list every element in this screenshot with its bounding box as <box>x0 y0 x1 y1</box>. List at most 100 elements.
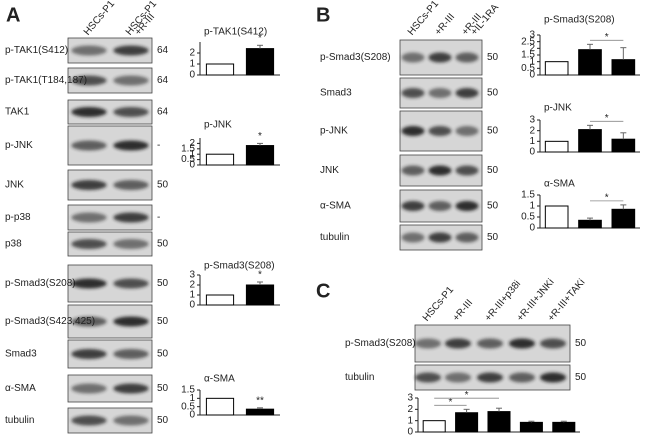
blot-band <box>455 165 479 176</box>
row-label: p-Smad3(S423,425) <box>5 316 95 327</box>
blot-band <box>428 52 452 63</box>
y-tick-label: 1 <box>189 149 195 160</box>
blot-band <box>428 165 452 176</box>
blot-band <box>113 278 149 289</box>
mw-marker: 50 <box>487 165 499 176</box>
blot-band <box>428 126 452 136</box>
y-tick-label: 0.5 <box>521 212 535 223</box>
bar <box>205 153 235 166</box>
row-label: tubulin <box>345 372 374 383</box>
mw-marker: 50 <box>157 349 169 360</box>
blot-band <box>71 180 107 190</box>
y-tick-label: 1.5 <box>521 190 535 201</box>
blot-band <box>71 107 107 117</box>
significance: * <box>258 33 262 44</box>
row-label: JNK <box>5 180 24 191</box>
blot-band <box>113 239 149 249</box>
blot-band <box>71 75 107 86</box>
y-tick-label: 0 <box>529 147 535 158</box>
blot-band <box>401 232 425 243</box>
blot-band <box>476 372 504 383</box>
blot-band <box>71 212 107 223</box>
blot-band <box>113 107 149 117</box>
bar <box>245 284 275 306</box>
panel-letter: B <box>316 4 330 26</box>
bar <box>544 205 569 229</box>
bar <box>544 140 569 153</box>
row-label: p-JNK <box>5 140 33 151</box>
bar <box>245 408 275 416</box>
blot-band <box>444 338 472 349</box>
mw-marker: 50 <box>157 239 169 250</box>
y-tick-label: 2 <box>189 280 195 291</box>
y-tick-label: 0 <box>189 160 195 171</box>
mw-marker: 64 <box>157 107 169 118</box>
blot-band <box>508 338 536 349</box>
bar <box>487 411 511 433</box>
blot-band <box>539 372 567 383</box>
y-tick-label: 1.5 <box>521 50 535 61</box>
y-tick-label: 1 <box>189 59 195 70</box>
blot-band <box>508 372 536 383</box>
blot-band <box>71 278 107 289</box>
blot-band <box>401 88 425 98</box>
significance: * <box>605 32 609 43</box>
y-tick-label: 0 <box>529 223 535 234</box>
y-tick-label: 0 <box>189 410 195 421</box>
y-tick-label: 0 <box>189 70 195 81</box>
y-tick-label: 0.5 <box>521 63 535 74</box>
y-tick-label: 1 <box>189 393 195 404</box>
y-tick-label: 1.5 <box>181 385 195 396</box>
mw-marker: 50 <box>575 372 587 383</box>
y-tick-label: 2 <box>189 48 195 59</box>
blot-band <box>414 372 442 383</box>
blot-band <box>401 201 425 211</box>
mw-marker: 50 <box>487 201 499 212</box>
row-label: α-SMA <box>5 383 36 394</box>
y-tick-label: 0 <box>529 70 535 81</box>
bar <box>205 294 235 306</box>
lane-label: +R-III <box>451 298 475 324</box>
bar <box>611 59 636 76</box>
row-label: p-JNK <box>320 126 348 137</box>
blot-band <box>113 349 149 359</box>
y-tick-label: 1.5 <box>181 143 195 154</box>
row-label: p38 <box>5 239 22 250</box>
bar <box>455 412 479 433</box>
mw-marker: - <box>157 212 160 223</box>
y-tick-label: 3 <box>529 30 535 41</box>
blot-band <box>113 45 149 56</box>
mw-marker: 50 <box>157 180 169 191</box>
blot-band <box>455 88 479 98</box>
blot-band <box>113 383 149 394</box>
blot-band <box>455 232 479 243</box>
y-tick-label: 2.5 <box>521 36 535 47</box>
blot-band <box>113 180 149 190</box>
y-tick-label: 1 <box>529 201 535 212</box>
blot-band <box>401 52 425 63</box>
panel-letter: C <box>316 280 330 302</box>
bar <box>245 145 275 166</box>
y-tick-label: 1 <box>407 415 413 426</box>
row-label: JNK <box>320 165 339 176</box>
y-tick-label: 0.5 <box>181 401 195 412</box>
row-label: p-TAK1(T184,187) <box>5 75 87 86</box>
blot-band <box>428 88 452 98</box>
bar <box>552 421 576 433</box>
bar <box>245 48 275 76</box>
blot-band <box>539 338 567 349</box>
blot-band <box>455 126 479 136</box>
bar <box>611 208 636 229</box>
blot-band <box>444 372 472 383</box>
mw-marker: 50 <box>487 88 499 99</box>
row-label: p-Smad3(S208) <box>5 278 76 289</box>
blot-band <box>71 140 107 151</box>
mw-marker: 50 <box>157 316 169 327</box>
significance: * <box>605 113 609 124</box>
blot-band <box>71 239 107 249</box>
row-label: p-p38 <box>5 212 31 223</box>
mw-marker: 50 <box>487 126 499 137</box>
y-tick-label: 2 <box>529 125 535 136</box>
bar <box>578 219 602 229</box>
row-label: α-SMA <box>320 201 351 212</box>
